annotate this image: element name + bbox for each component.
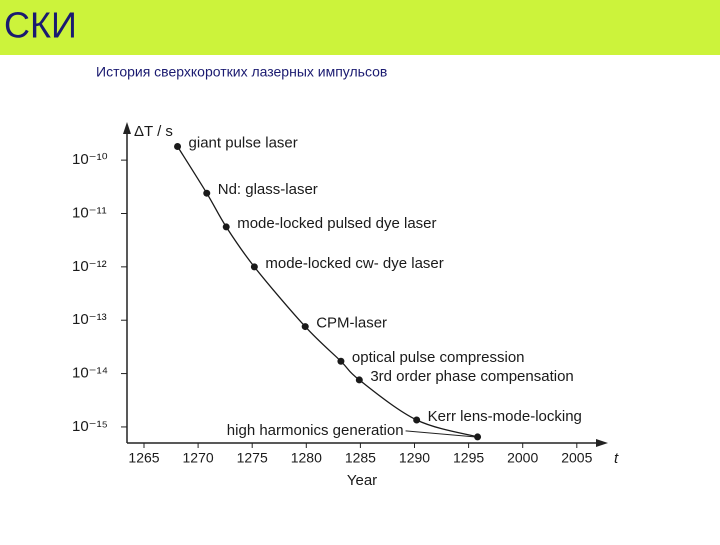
x-tick-label: 1280 [291,450,322,466]
x-tick-label: 1265 [128,450,159,466]
point-label: optical pulse compression [352,349,525,366]
data-point [337,357,345,365]
x-tick-label: 2000 [507,450,538,466]
x-tick-label: 1275 [237,450,268,466]
y-arrow [123,122,131,134]
point-label: high harmonics generation [227,422,404,439]
data-point [203,189,211,197]
point-label: 3rd order phase compensation [370,368,573,385]
data-point [474,433,482,441]
data-point [222,223,230,231]
x-tick-label: 1295 [453,450,484,466]
x-tick-label: 1285 [345,450,376,466]
y-tick-label: 10⁻¹¹ [72,204,107,221]
leader-line [405,430,475,438]
y-tick-label: 10⁻¹⁰ [72,151,108,168]
x-tick-label: 2005 [561,450,592,466]
y-tick-label: 10⁻¹² [72,258,107,275]
header-band [0,0,720,55]
point-label: Kerr lens-mode-locking [428,408,582,425]
data-point [301,323,309,331]
y-tick-label: 10⁻¹⁴ [72,365,108,382]
chart-title: История сверхкоротких лазерных импульсов [96,64,387,80]
point-label: giant pulse laser [189,134,298,151]
point-label: mode-locked cw- dye laser [265,255,443,272]
point-label: mode-locked pulsed dye laser [237,215,436,232]
y-tick-label: 10⁻¹³ [72,311,107,328]
data-point [174,143,182,151]
data-point [413,416,421,424]
y-axis-label: ΔT / s [134,123,173,140]
data-point [250,263,258,271]
point-label: Nd: glass-laser [218,181,318,198]
x-arrow [596,439,608,447]
x-tick-label: 1290 [399,450,430,466]
header-title: СКИ [4,5,77,46]
x-axis-label: Year [347,472,377,489]
point-label: CPM-laser [316,315,387,332]
x-tick-label: 1270 [183,450,214,466]
x-axis-symbol: t [614,450,619,467]
y-tick-label: 10⁻¹⁵ [72,418,108,435]
data-point [355,376,363,384]
